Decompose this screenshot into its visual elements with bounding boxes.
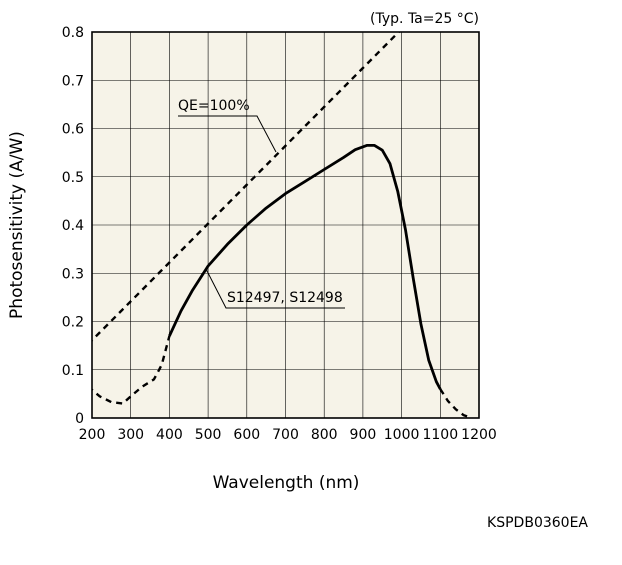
series-layer (92, 32, 472, 418)
series-line-1 (168, 143, 442, 390)
x-tick-label: 800 (311, 427, 338, 443)
x-tick-label: 600 (233, 427, 260, 443)
y-tick-label: 0.6 (62, 122, 84, 138)
series-line-2 (92, 335, 171, 405)
series-line-0 (92, 32, 401, 342)
x-tick-label: 1200 (461, 427, 497, 443)
x-tick-label: 1000 (384, 427, 420, 443)
x-tick-label: 200 (79, 427, 106, 443)
series-annotation-leader (205, 268, 345, 309)
x-tick-label: 900 (350, 427, 377, 443)
x-tick-label: 500 (195, 427, 222, 443)
x-axis-title: Wavelength (nm) (213, 473, 360, 493)
y-axis: 0 0.1 0.2 0.3 0.4 0.5 0.6 0.7 0.8 (62, 25, 84, 427)
series-line-3 (439, 388, 472, 418)
y-tick-label: 0.5 (62, 170, 84, 186)
plot-frame (91, 31, 480, 419)
x-tick-label: 300 (117, 427, 144, 443)
qe-annotation-label: QE=100% (178, 98, 250, 114)
figure-code: KSPDB0360EA (487, 515, 588, 531)
y-tick-label: 0.1 (62, 363, 84, 379)
y-tick-label: 0.3 (62, 266, 84, 282)
x-tick-label: 400 (156, 427, 183, 443)
y-tick-label: 0.4 (62, 218, 84, 234)
series-annotation-label: S12497, S12498 (227, 290, 343, 306)
x-axis: 200 300 400 500 600 700 800 900 1000 1100 1200 (79, 427, 497, 443)
x-tick-label: 700 (272, 427, 299, 443)
y-axis-title: Photosensitivity (A/W) (7, 131, 27, 319)
y-tick-label: 0 (75, 411, 84, 427)
qe-annotation-leader (178, 115, 277, 153)
y-tick-label: 0.2 (62, 315, 84, 331)
y-tick-label: 0.7 (62, 73, 84, 89)
grid (92, 32, 479, 418)
y-tick-label: 0.8 (62, 25, 84, 41)
condition-note: (Typ. Ta=25 °C) (370, 11, 479, 27)
x-tick-label: 1100 (422, 427, 458, 443)
